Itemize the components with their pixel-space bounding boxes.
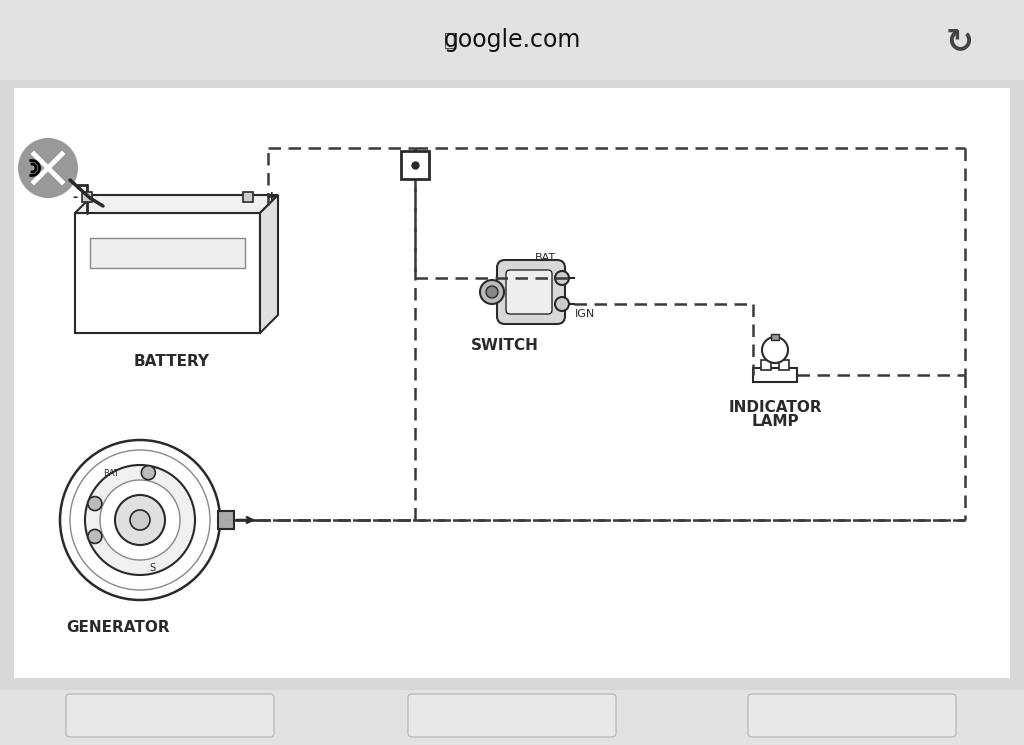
Text: LAMP: LAMP [752,414,799,429]
Bar [779,360,790,370]
Bar [14,88,1010,678]
Text: +: + [265,190,276,204]
Circle shape [555,271,569,285]
Bar [761,360,771,370]
Circle shape [480,280,504,304]
Circle shape [18,138,78,198]
Circle shape [141,466,156,480]
Text: INDICATOR: INDICATOR [728,400,822,415]
Text: ↻: ↻ [946,25,974,59]
Text: BAT: BAT [103,469,119,478]
Circle shape [85,465,195,575]
Text: S: S [148,563,155,573]
Text: google.com: google.com [443,28,581,52]
Bar [82,192,92,202]
Circle shape [88,497,102,510]
Circle shape [70,450,210,590]
Circle shape [88,530,102,543]
Bar [0,0,1024,80]
FancyBboxPatch shape [408,694,616,737]
Bar [243,192,253,202]
Bar [401,151,429,179]
Bar [771,334,779,340]
Text: GENERATOR: GENERATOR [67,621,170,635]
Text: IGN: IGN [575,309,595,319]
Text: BATTERY: BATTERY [134,353,210,369]
Bar [90,238,245,268]
Circle shape [115,495,165,545]
FancyBboxPatch shape [66,694,274,737]
FancyBboxPatch shape [497,260,565,324]
Text: 🔒: 🔒 [444,31,456,49]
FancyBboxPatch shape [506,270,552,314]
Circle shape [555,297,569,311]
Circle shape [762,337,788,363]
Bar [0,690,1024,745]
Circle shape [60,440,220,600]
Polygon shape [260,195,278,333]
Text: -: - [73,191,78,203]
Text: SWITCH: SWITCH [471,337,539,352]
Circle shape [100,480,180,560]
Text: BAT: BAT [535,253,556,263]
Bar [75,213,260,333]
Bar [753,368,797,382]
Circle shape [130,510,150,530]
Circle shape [486,286,498,298]
FancyBboxPatch shape [748,694,956,737]
Bar [218,511,234,529]
Polygon shape [75,195,278,213]
